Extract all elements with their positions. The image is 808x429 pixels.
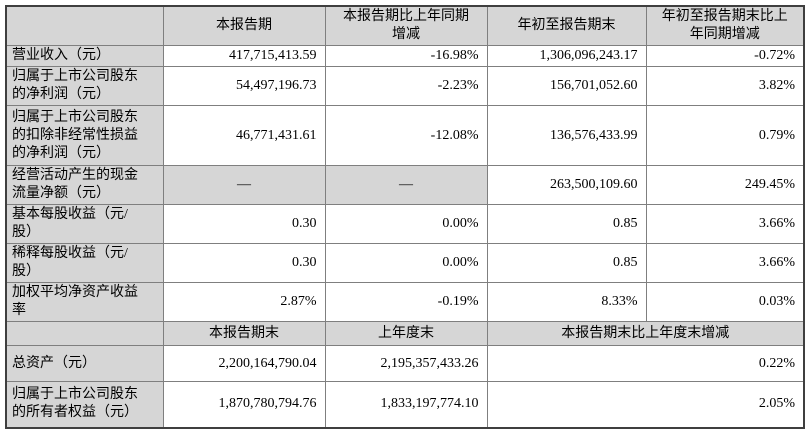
value-ytd: 1,306,096,243.17 <box>486 45 647 67</box>
value-current-change: -2.23% <box>324 66 488 106</box>
value-current-period: 0.30 <box>162 243 326 283</box>
value-current-period: 46,771,431.61 <box>162 105 326 166</box>
header-period-end-change: 本报告期末比上年度末增减 <box>486 321 805 346</box>
value-period-end-change: 2.05% <box>486 381 805 428</box>
value-ytd-change: -0.72% <box>645 45 805 67</box>
value-current-period-dash: — <box>162 165 326 205</box>
row-label: 稀释每股收益（元/股） <box>5 243 164 283</box>
value-period-end: 1,870,780,794.76 <box>162 381 326 428</box>
table-row-net-profit-excl-nonrecurring: 归属于上市公司股东的扣除非经常性损益的净利润（元） 46,771,431.61 … <box>5 105 805 166</box>
row-label: 总资产（元） <box>5 345 164 382</box>
row-label: 归属于上市公司股东的所有者权益（元） <box>5 381 164 428</box>
table-row-operating-revenue: 营业收入（元） 417,715,413.59 -16.98% 1,306,096… <box>5 45 805 67</box>
row-label: 归属于上市公司股东的扣除非经常性损益的净利润（元） <box>5 105 164 166</box>
value-current-change: -0.19% <box>324 282 488 322</box>
value-ytd: 156,701,052.60 <box>486 66 647 106</box>
value-period-end-change: 0.22% <box>486 345 805 382</box>
value-ytd-change: 3.66% <box>645 243 805 283</box>
row-label: 加权平均净资产收益率 <box>5 282 164 322</box>
value-current-period: 2.87% <box>162 282 326 322</box>
row-label: 经营活动产生的现金流量净额（元） <box>5 165 164 205</box>
corner-cell-blank <box>5 5 164 46</box>
table-row-total-assets: 总资产（元） 2,200,164,790.04 2,195,357,433.26… <box>5 345 805 382</box>
value-current-period: 0.30 <box>162 204 326 244</box>
section1-header-row: 本报告期 本报告期比上年同期增减 年初至报告期末 年初至报告期末比上年同期增减 <box>5 5 805 46</box>
section2-header-row: 本报告期末 上年度末 本报告期末比上年度末增减 <box>5 321 805 346</box>
header-current-period-change: 本报告期比上年同期增减 <box>324 5 488 46</box>
value-ytd-change: 3.82% <box>645 66 805 106</box>
row-label: 归属于上市公司股东的净利润（元） <box>5 66 164 106</box>
header-period-end: 本报告期末 <box>162 321 326 346</box>
table-row-diluted-eps: 稀释每股收益（元/股） 0.30 0.00% 0.85 3.66% <box>5 243 805 283</box>
value-current-change: -16.98% <box>324 45 488 67</box>
value-ytd: 8.33% <box>486 282 647 322</box>
value-ytd-change: 3.66% <box>645 204 805 244</box>
value-current-change: 0.00% <box>324 204 488 244</box>
value-ytd: 136,576,433.99 <box>486 105 647 166</box>
value-ytd-change: 0.03% <box>645 282 805 322</box>
table-row-weighted-avg-roe: 加权平均净资产收益率 2.87% -0.19% 8.33% 0.03% <box>5 282 805 322</box>
value-current-change: 0.00% <box>324 243 488 283</box>
header-ytd: 年初至报告期末 <box>486 5 647 46</box>
header-current-period: 本报告期 <box>162 5 326 46</box>
value-ytd: 263,500,109.60 <box>486 165 647 205</box>
financial-summary-table: 本报告期 本报告期比上年同期增减 年初至报告期末 年初至报告期末比上年同期增减 … <box>5 5 805 429</box>
corner-cell-blank <box>5 321 164 346</box>
row-label: 基本每股收益（元/股） <box>5 204 164 244</box>
value-ytd-change: 0.79% <box>645 105 805 166</box>
value-current-change: -12.08% <box>324 105 488 166</box>
value-ytd-change: 249.45% <box>645 165 805 205</box>
table-row-basic-eps: 基本每股收益（元/股） 0.30 0.00% 0.85 3.66% <box>5 204 805 244</box>
value-current-change-dash: — <box>324 165 488 205</box>
header-prev-year-end: 上年度末 <box>324 321 488 346</box>
value-current-period: 54,497,196.73 <box>162 66 326 106</box>
header-ytd-change: 年初至报告期末比上年同期增减 <box>645 5 805 46</box>
table-row-net-profit: 归属于上市公司股东的净利润（元） 54,497,196.73 -2.23% 15… <box>5 66 805 106</box>
value-period-end: 2,200,164,790.04 <box>162 345 326 382</box>
value-ytd: 0.85 <box>486 243 647 283</box>
table-row-owners-equity: 归属于上市公司股东的所有者权益（元） 1,870,780,794.76 1,83… <box>5 381 805 428</box>
value-prev-year-end: 1,833,197,774.10 <box>324 381 488 428</box>
value-current-period: 417,715,413.59 <box>162 45 326 67</box>
table-row-operating-cash-flow: 经营活动产生的现金流量净额（元） — — 263,500,109.60 249.… <box>5 165 805 205</box>
row-label: 营业收入（元） <box>5 45 164 67</box>
value-prev-year-end: 2,195,357,433.26 <box>324 345 488 382</box>
value-ytd: 0.85 <box>486 204 647 244</box>
